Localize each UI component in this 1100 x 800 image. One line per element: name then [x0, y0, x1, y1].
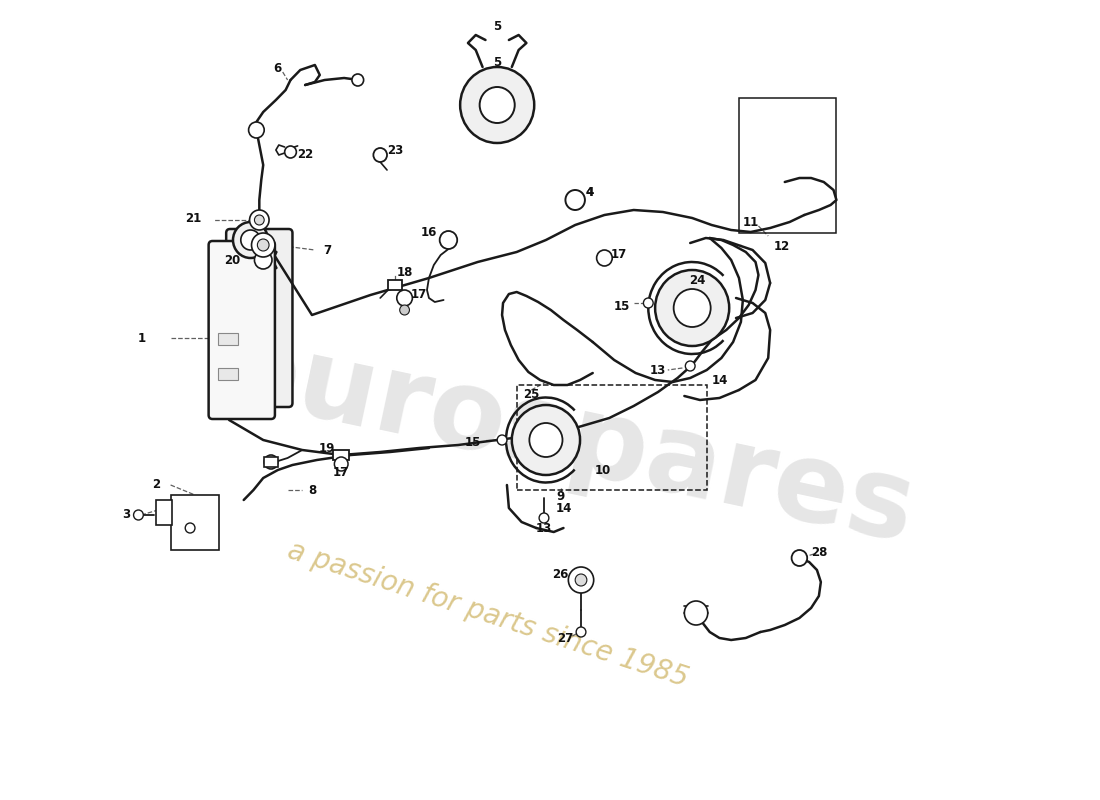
Circle shape: [673, 289, 711, 327]
Circle shape: [373, 148, 387, 162]
Circle shape: [460, 67, 535, 143]
Circle shape: [529, 423, 562, 457]
Text: 8: 8: [308, 483, 316, 497]
Circle shape: [656, 270, 729, 346]
Text: 14: 14: [712, 374, 727, 386]
Text: 15: 15: [614, 299, 630, 313]
Text: 21: 21: [185, 211, 201, 225]
Text: 12: 12: [773, 239, 790, 253]
Text: 26: 26: [552, 569, 569, 582]
Text: 15: 15: [464, 435, 481, 449]
Text: eurospares: eurospares: [214, 314, 924, 566]
Circle shape: [399, 305, 409, 315]
Text: 5: 5: [493, 55, 502, 69]
Circle shape: [233, 222, 268, 258]
Text: 13: 13: [536, 522, 552, 534]
Text: 19: 19: [318, 442, 334, 454]
Text: 9: 9: [557, 490, 564, 503]
Circle shape: [569, 567, 594, 593]
Bar: [517, 385, 707, 490]
Circle shape: [257, 239, 270, 251]
Text: 28: 28: [811, 546, 827, 558]
Circle shape: [185, 523, 195, 533]
Circle shape: [792, 550, 807, 566]
Text: 17: 17: [411, 289, 427, 302]
Circle shape: [480, 87, 515, 123]
Circle shape: [252, 233, 275, 257]
Bar: [219, 368, 238, 380]
Bar: [739, 98, 836, 233]
Text: 16: 16: [421, 226, 437, 238]
Text: 4: 4: [585, 186, 594, 198]
Text: a passion for parts since 1985: a passion for parts since 1985: [284, 537, 691, 693]
Text: 13: 13: [650, 365, 667, 378]
Text: 22: 22: [297, 149, 313, 162]
FancyBboxPatch shape: [227, 229, 293, 407]
Text: 20: 20: [224, 254, 240, 266]
Text: 3: 3: [123, 509, 131, 522]
Circle shape: [249, 122, 264, 138]
Circle shape: [254, 215, 264, 225]
Circle shape: [264, 455, 278, 469]
Text: 4: 4: [585, 186, 594, 198]
Text: 2: 2: [152, 478, 160, 491]
Text: 1: 1: [138, 331, 145, 345]
Circle shape: [334, 457, 348, 471]
Bar: [156, 500, 172, 525]
Bar: [235, 328, 253, 338]
Bar: [170, 495, 219, 550]
Circle shape: [576, 627, 586, 637]
Circle shape: [133, 510, 143, 520]
Text: 11: 11: [742, 217, 759, 230]
Circle shape: [596, 250, 613, 266]
Bar: [388, 280, 401, 290]
Circle shape: [644, 298, 653, 308]
Circle shape: [352, 74, 364, 86]
Circle shape: [575, 574, 587, 586]
Text: 24: 24: [689, 274, 705, 286]
Text: 25: 25: [524, 389, 539, 402]
Circle shape: [565, 190, 585, 210]
Circle shape: [397, 290, 412, 306]
Circle shape: [684, 601, 707, 625]
Bar: [235, 358, 253, 368]
Bar: [264, 457, 278, 467]
Text: 23: 23: [387, 143, 403, 157]
Circle shape: [241, 230, 261, 250]
Text: 5: 5: [493, 21, 502, 34]
Circle shape: [512, 405, 580, 475]
Text: 14: 14: [556, 502, 572, 514]
FancyBboxPatch shape: [209, 241, 275, 419]
Text: 7: 7: [323, 243, 331, 257]
Text: 17: 17: [333, 466, 350, 478]
Circle shape: [497, 435, 507, 445]
Text: 6: 6: [274, 62, 282, 74]
Text: 17: 17: [610, 249, 627, 262]
Circle shape: [440, 231, 458, 249]
Circle shape: [285, 146, 296, 158]
Circle shape: [250, 210, 270, 230]
Text: 10: 10: [594, 463, 610, 477]
Text: 18: 18: [396, 266, 412, 278]
Text: 27: 27: [558, 631, 573, 645]
Circle shape: [539, 513, 549, 523]
Circle shape: [254, 251, 272, 269]
Bar: [333, 450, 349, 460]
Circle shape: [685, 361, 695, 371]
Bar: [219, 333, 238, 345]
